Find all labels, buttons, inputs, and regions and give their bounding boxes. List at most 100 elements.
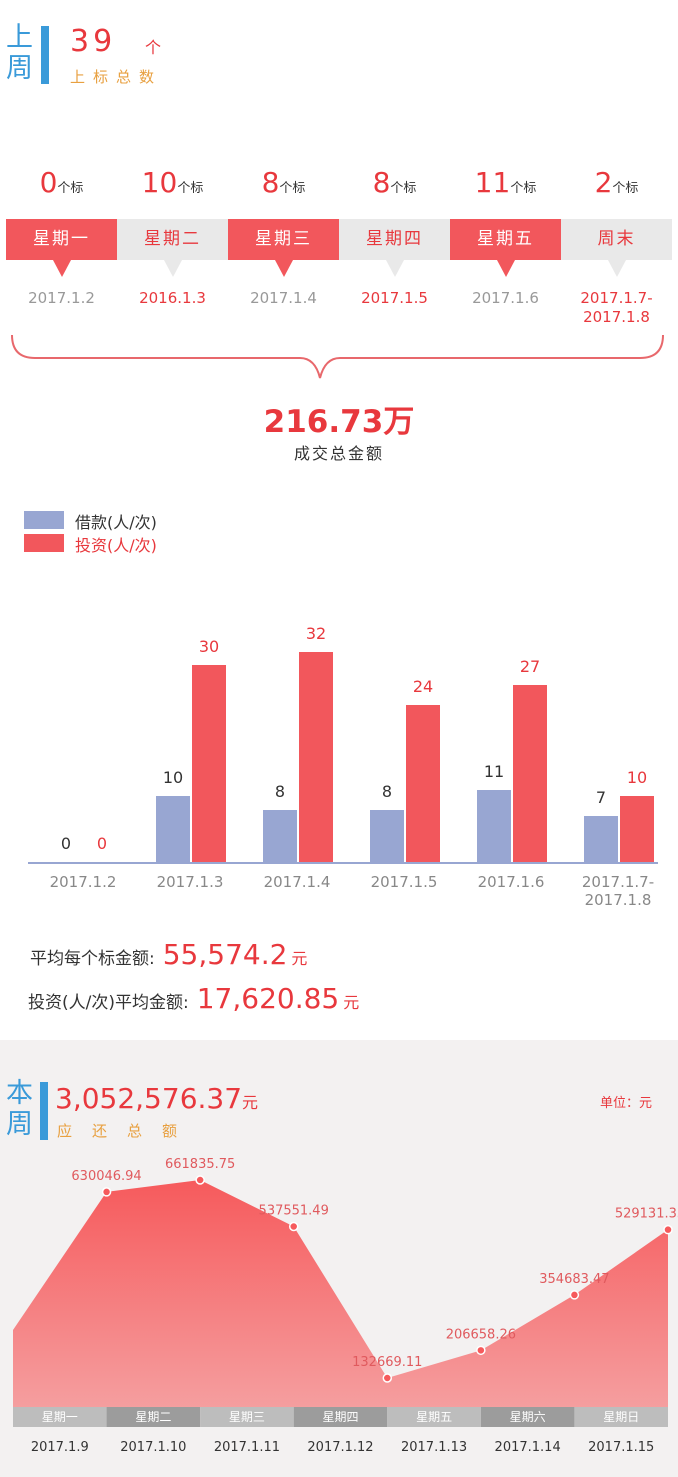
count-label: 上标总数 xyxy=(70,68,163,86)
point-label: 661835.75 xyxy=(165,1157,235,1172)
point-label: 630046.94 xyxy=(71,1169,141,1184)
brace-line xyxy=(11,334,664,379)
day-count: 2个标 xyxy=(561,166,672,199)
count-number: 2 xyxy=(594,166,613,199)
category-label: 星期一 xyxy=(42,1410,78,1424)
count-number: 10 xyxy=(141,166,178,199)
day-tab: 星期四 xyxy=(339,219,450,260)
count-number: 8 xyxy=(372,166,391,199)
category-cell xyxy=(387,1407,481,1427)
category-label: 星期三 xyxy=(229,1410,265,1424)
day-tab: 星期五 xyxy=(450,219,561,260)
x-tick-label: 2017.1.4 xyxy=(263,873,331,891)
bar-value: 30 xyxy=(198,637,220,657)
bar-value: 27 xyxy=(519,656,541,676)
bar-value: 8 xyxy=(381,781,393,801)
bar-value: 11 xyxy=(483,761,505,781)
count-number: 0 xyxy=(39,166,58,199)
average-row: 投资(人/次)平均金额: 17,620.85 元 xyxy=(28,982,359,1015)
point xyxy=(195,1175,205,1185)
x-tick-label: 2017.1.3 xyxy=(156,873,224,891)
bar xyxy=(513,684,547,862)
accent-bar xyxy=(41,26,49,84)
average-row: 平均每个标金额: 55,574.2 元 xyxy=(30,938,307,971)
week-amount: 3,052,576.37元 xyxy=(55,1082,258,1115)
amount-label: 应还总额 xyxy=(57,1122,198,1140)
legend-swatch xyxy=(24,511,64,529)
date-label: 2017.1.13 xyxy=(401,1440,467,1455)
day-count: 8个标 xyxy=(228,166,339,199)
count: 39 xyxy=(70,24,117,59)
point xyxy=(476,1345,486,1356)
x-tick-label: 2017.1.2 xyxy=(49,873,117,891)
x-tick-label: 2017.1.6 xyxy=(477,873,545,891)
count-unit: 个标 xyxy=(57,181,84,196)
day-tab: 星期二 xyxy=(117,219,228,260)
point xyxy=(382,1373,393,1383)
point xyxy=(569,1290,580,1300)
date-label: 2017.1.9 xyxy=(31,1440,89,1455)
average-value: 17,620.85 xyxy=(196,982,340,1015)
average-label: 投资(人/次)平均金额: xyxy=(28,993,189,1013)
amount-unit: 元 xyxy=(242,1093,259,1112)
day-count: 0个标 xyxy=(6,166,117,199)
bar-value: 8 xyxy=(274,781,286,801)
area-chart: 630046.94 661835.75 537551.49 132669.11 2066… xyxy=(13,1157,678,1455)
count-number: 11 xyxy=(474,166,511,199)
x-tick-label: 2017.1.7-2017.1.8 xyxy=(581,873,655,909)
day-tab: 星期三 xyxy=(228,219,339,260)
day-date: 2017.1.5 xyxy=(361,289,428,307)
average-label: 平均每个标金额: xyxy=(30,949,155,969)
bar xyxy=(263,809,297,862)
bar-value: 0 xyxy=(60,834,72,853)
tab-pointer xyxy=(52,260,71,277)
bar-value: 10 xyxy=(162,768,184,788)
count-unit: 个标 xyxy=(279,181,306,196)
average-unit: 元 xyxy=(291,949,308,968)
bar xyxy=(406,704,440,862)
x-tick-label: 2017.1.5 xyxy=(370,873,438,891)
day-count: 8个标 xyxy=(339,166,450,199)
bar xyxy=(299,652,333,862)
bar-value: 0 xyxy=(96,834,108,853)
total-amount: 216.73 xyxy=(263,404,384,440)
day-date: 2017.1.7-2017.1.8 xyxy=(580,289,653,326)
bar xyxy=(370,809,404,862)
category-cell xyxy=(293,1407,388,1427)
point-label: 529131.35 xyxy=(615,1207,678,1222)
point-label: 537551.49 xyxy=(259,1204,329,1219)
bar-value: 7 xyxy=(595,788,607,808)
average-value: 55,574.2 xyxy=(162,938,288,971)
count-unit: 个标 xyxy=(510,181,537,196)
bar xyxy=(477,789,511,862)
unit-note: 单位：元 xyxy=(600,1096,653,1111)
category-label: 星期五 xyxy=(416,1410,452,1424)
bar xyxy=(156,796,190,862)
category-label: 星期日 xyxy=(603,1410,639,1424)
brace xyxy=(11,334,664,379)
bar-value: 32 xyxy=(305,624,327,643)
tab-pointer xyxy=(385,260,404,277)
day-date: 2017.1.2 xyxy=(28,289,95,307)
legend-label: 借款(人/次) xyxy=(75,513,157,532)
legend-swatch xyxy=(24,534,64,552)
count-unit: 个标 xyxy=(612,181,639,196)
point xyxy=(288,1221,299,1232)
tab-pointer xyxy=(607,260,626,277)
category-cell xyxy=(200,1407,294,1427)
date-label: 2017.1.12 xyxy=(307,1440,373,1455)
count-unit: 个 xyxy=(145,38,162,57)
category-label: 星期二 xyxy=(135,1410,171,1424)
category-cell xyxy=(106,1407,201,1427)
total-label: 成交总金额 xyxy=(293,444,384,463)
tab-pointer xyxy=(274,260,293,277)
point xyxy=(101,1187,112,1197)
category-label: 星期六 xyxy=(510,1410,546,1424)
bar xyxy=(620,796,654,862)
category-cell xyxy=(574,1407,668,1427)
day-date: 2016.1.3 xyxy=(139,289,206,307)
day-tab: 星期一 xyxy=(6,219,117,260)
day-count: 11个标 xyxy=(450,166,561,199)
category-cell xyxy=(480,1407,575,1427)
